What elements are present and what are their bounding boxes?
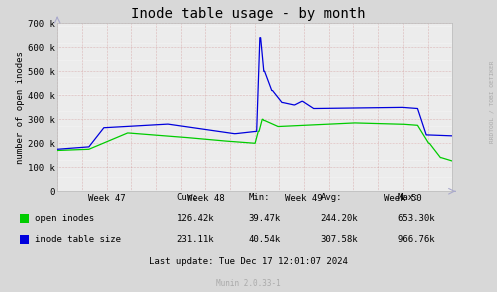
Text: Last update: Tue Dec 17 12:01:07 2024: Last update: Tue Dec 17 12:01:07 2024	[149, 257, 348, 266]
Text: inode table size: inode table size	[35, 235, 121, 244]
Text: Min:: Min:	[248, 193, 270, 202]
Text: Munin 2.0.33-1: Munin 2.0.33-1	[216, 279, 281, 288]
Text: 231.11k: 231.11k	[176, 235, 214, 244]
Text: 307.58k: 307.58k	[321, 235, 358, 244]
Text: Max:: Max:	[398, 193, 419, 202]
Text: Cur:: Cur:	[176, 193, 198, 202]
Text: 39.47k: 39.47k	[248, 214, 281, 223]
Text: 653.30k: 653.30k	[398, 214, 435, 223]
Y-axis label: number of open inodes: number of open inodes	[16, 51, 25, 164]
Text: 244.20k: 244.20k	[321, 214, 358, 223]
Text: 40.54k: 40.54k	[248, 235, 281, 244]
Text: Inode table usage - by month: Inode table usage - by month	[131, 7, 366, 21]
Text: 126.42k: 126.42k	[176, 214, 214, 223]
Text: open inodes: open inodes	[35, 214, 94, 223]
Text: Avg:: Avg:	[321, 193, 342, 202]
Text: 966.76k: 966.76k	[398, 235, 435, 244]
Text: RRDTOOL / TOBI OETIKER: RRDTOOL / TOBI OETIKER	[490, 61, 495, 143]
